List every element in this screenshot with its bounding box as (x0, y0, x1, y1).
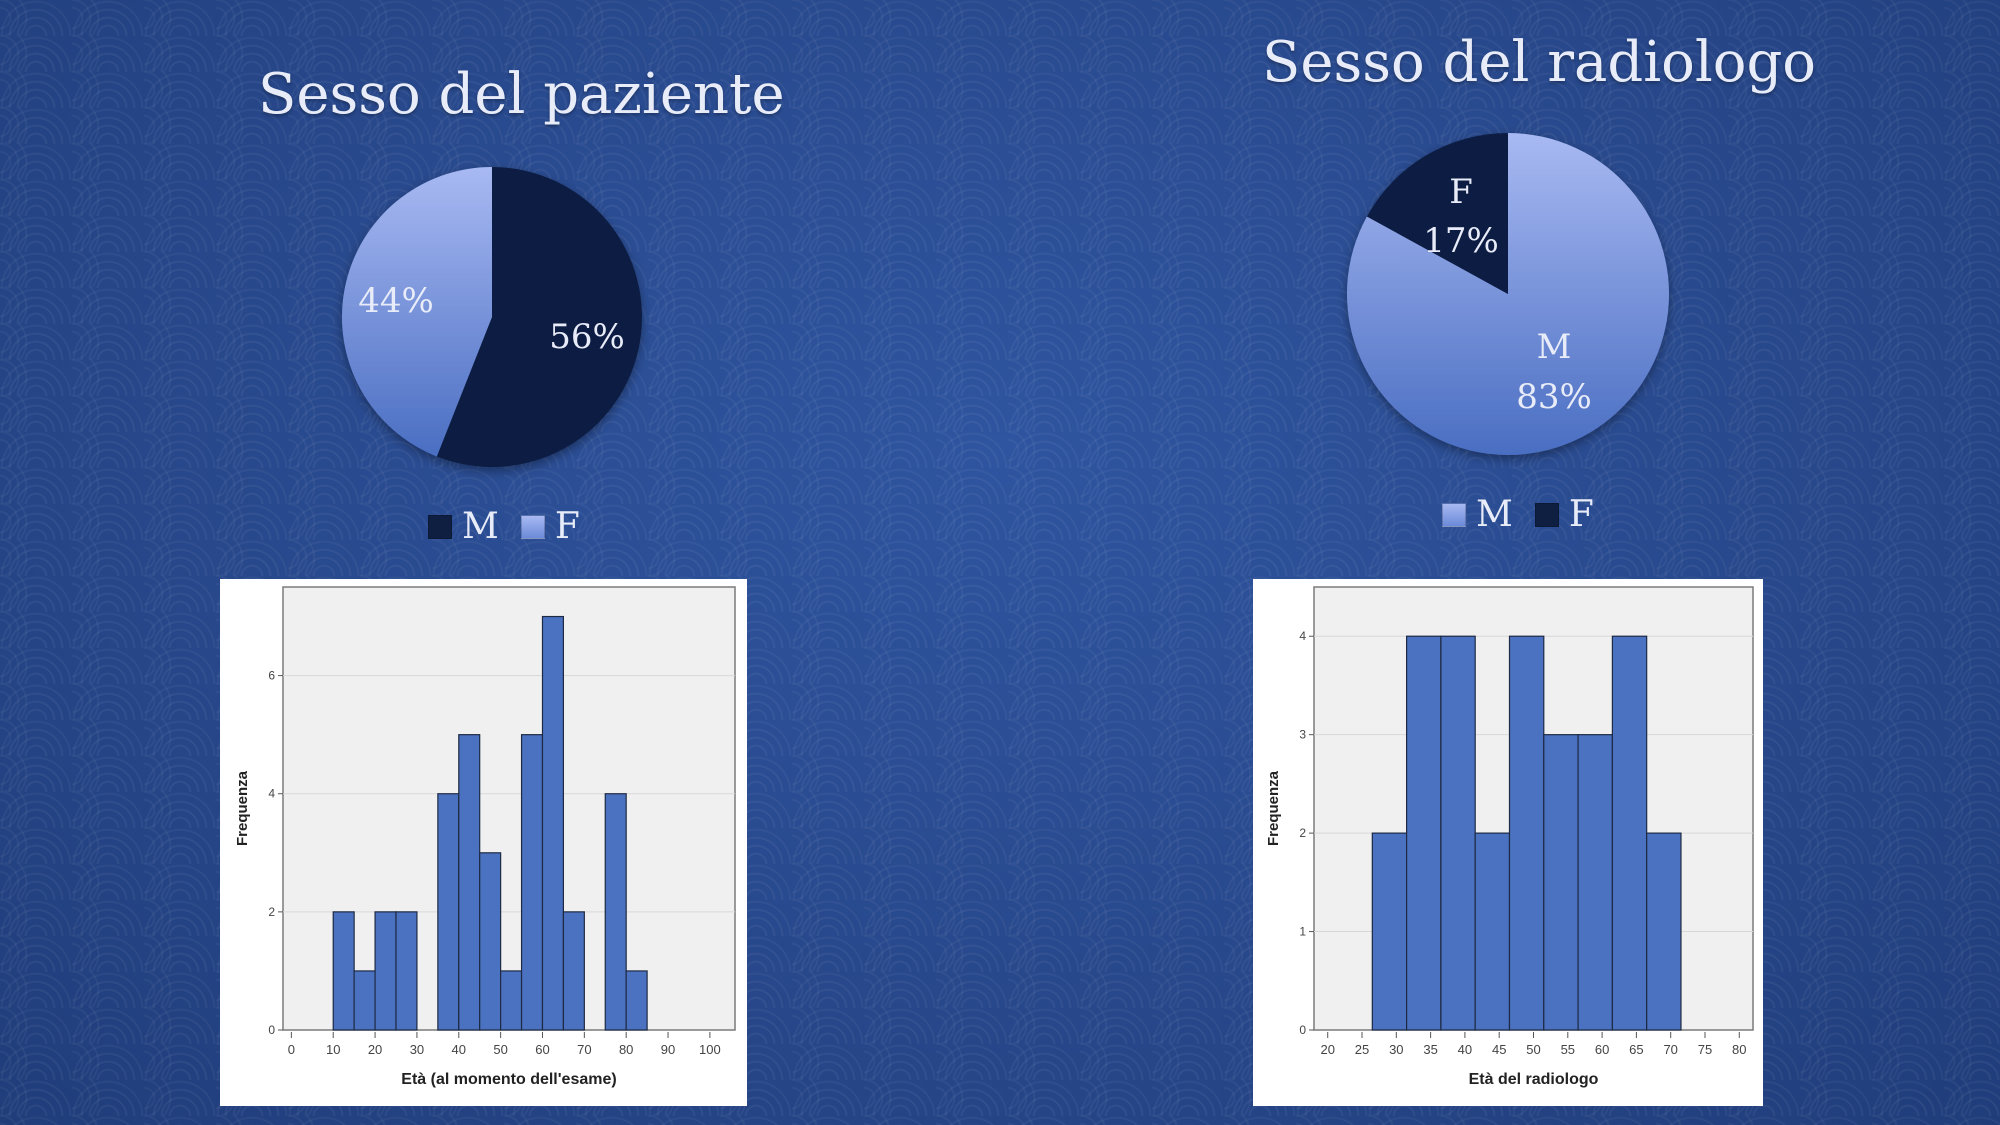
y-tick-label: 4 (1299, 629, 1306, 643)
x-tick-label: 20 (1320, 1042, 1334, 1057)
histogram-bar (1440, 635, 1476, 1031)
radiologist-sex-title: Sesso del radiologo (1262, 30, 1817, 95)
patient-age-histogram-panel: 0 2 4 6 0 10 20 30 40 50 60 70 80 90 100 Età (al moment… (220, 579, 747, 1106)
legend-item-m: M (1442, 494, 1513, 535)
pie-label-m-value: 83% (1516, 377, 1592, 417)
radiologist-age-histogram: 0 1 2 3 4 20 25 30 35 40 45 50 55 60 65 70 75 80 Età del r… (1265, 586, 1754, 1088)
x-tick-label: 70 (577, 1042, 591, 1057)
x-tick-label: 75 (1698, 1042, 1712, 1057)
histogram-bar (1474, 832, 1511, 1031)
histogram-bar (458, 734, 481, 1031)
legend-item-f: F (520, 506, 580, 547)
y-axis-label: Frequenza (234, 770, 251, 846)
x-tick-label: 35 (1423, 1042, 1437, 1057)
x-tick-label: 20 (368, 1042, 382, 1057)
x-tick-label: 90 (661, 1042, 675, 1057)
pie-label-f: 44% (358, 281, 434, 321)
histogram-bar (437, 793, 460, 1031)
legend-item-f: F (1534, 494, 1594, 535)
x-tick-label: 40 (1458, 1042, 1472, 1057)
pie-label-m: 56% (549, 317, 625, 357)
x-tick-label: 80 (1732, 1042, 1746, 1057)
histogram-bar (1646, 832, 1682, 1031)
x-tick-label: 70 (1663, 1042, 1677, 1057)
x-axis-label: Età (al momento dell'esame) (401, 1071, 616, 1088)
pie-slice-m (436, 167, 642, 467)
y-tick-label: 6 (268, 669, 275, 683)
histogram-bar (1543, 734, 1579, 1031)
y-tick-label: 2 (1299, 826, 1306, 840)
legend-swatch-m (428, 514, 452, 539)
pie-slice-f (341, 167, 492, 457)
x-axis-label: Età del radiologo (1469, 1071, 1599, 1088)
x-tick-label: 55 (1561, 1042, 1575, 1057)
x-tick-label: 100 (699, 1042, 721, 1057)
x-tick-label: 50 (1526, 1042, 1540, 1057)
histogram-bar (604, 793, 627, 1031)
histogram-bar (520, 734, 544, 1031)
histogram-bar (1508, 635, 1545, 1031)
histogram-bar (395, 911, 418, 1031)
x-tick-label: 0 (288, 1042, 295, 1057)
x-tick-label: 25 (1355, 1042, 1369, 1057)
histogram-bar (562, 911, 585, 1031)
histogram-bar (374, 911, 397, 1031)
legend-label-m: M (1476, 494, 1513, 535)
x-tick-label: 30 (1389, 1042, 1403, 1057)
radiologist-sex-legend: M F (1442, 494, 1616, 535)
histogram-bar (1577, 734, 1613, 1031)
histogram-bar (353, 970, 376, 1031)
pie-slice-f (1366, 133, 1508, 294)
legend-swatch-m (1442, 502, 1466, 527)
histogram-bar (625, 970, 648, 1031)
y-tick-label: 0 (268, 1023, 275, 1037)
histogram-bar (332, 911, 355, 1031)
y-tick-label: 2 (268, 905, 275, 919)
x-tick-label: 10 (326, 1042, 340, 1057)
x-tick-label: 40 (452, 1042, 466, 1057)
x-tick-label: 45 (1492, 1042, 1506, 1057)
x-tick-label: 50 (493, 1042, 507, 1057)
pie-slice-m (1347, 133, 1670, 456)
legend-label-f: F (1568, 494, 1594, 535)
legend-label-f: F (554, 506, 580, 547)
radiologist-age-histogram-panel: 0 1 2 3 4 20 25 30 35 40 45 50 55 60 65 70 75 80 Età del r… (1253, 579, 1763, 1106)
histogram-bar (1611, 635, 1648, 1031)
histogram-bar (541, 615, 565, 1031)
histogram-bar (1406, 635, 1442, 1031)
x-tick-label: 30 (410, 1042, 424, 1057)
legend-swatch-f (520, 514, 545, 539)
y-axis-label: Frequenza (1265, 770, 1282, 846)
pie-label-f-value: 17% (1423, 221, 1499, 261)
histogram-bar (500, 970, 523, 1031)
patient-sex-title: Sesso del paziente (258, 62, 785, 127)
legend-swatch-f (1534, 502, 1559, 527)
legend-item-m: M (428, 506, 499, 547)
histogram-bar (479, 852, 502, 1031)
x-tick-label: 60 (535, 1042, 549, 1057)
x-tick-label: 65 (1629, 1042, 1643, 1057)
legend-label-m: M (462, 506, 499, 547)
histogram-bar (1371, 832, 1408, 1031)
y-tick-label: 1 (1299, 925, 1306, 939)
y-tick-label: 0 (1299, 1023, 1306, 1037)
patient-sex-legend: M F (428, 506, 602, 547)
x-tick-label: 60 (1595, 1042, 1609, 1057)
plot-area (282, 586, 736, 1031)
y-tick-label: 4 (268, 787, 275, 801)
y-tick-label: 3 (1299, 728, 1306, 742)
x-tick-label: 80 (619, 1042, 633, 1057)
pie-label-f-name: F (1449, 172, 1473, 212)
pie-label-m-name: M (1537, 327, 1572, 367)
